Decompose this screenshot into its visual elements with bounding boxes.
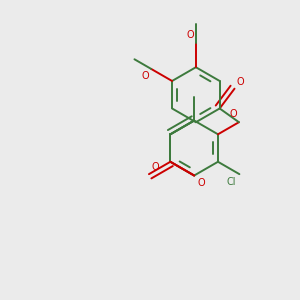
Text: O: O [186, 30, 194, 40]
Text: O: O [142, 71, 149, 81]
Text: Cl: Cl [227, 177, 236, 187]
Text: O: O [152, 162, 160, 172]
Text: O: O [229, 109, 237, 119]
Text: O: O [197, 178, 205, 188]
Text: O: O [236, 77, 244, 87]
